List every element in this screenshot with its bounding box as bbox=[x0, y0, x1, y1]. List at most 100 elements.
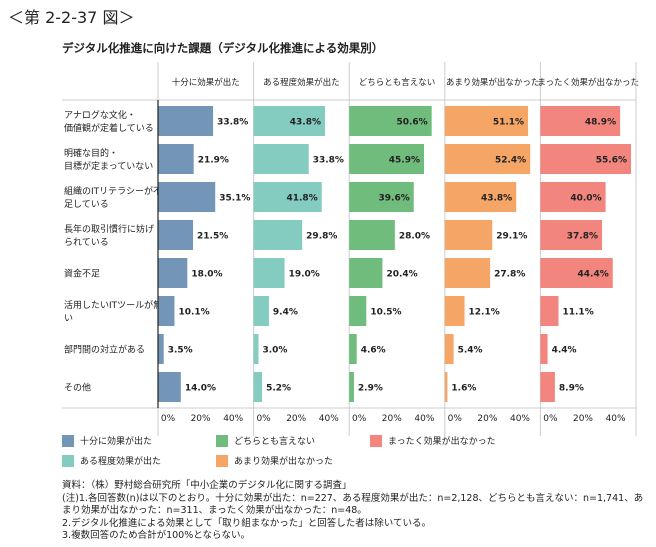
bar bbox=[349, 220, 395, 250]
data-label: 19.0% bbox=[289, 270, 320, 280]
data-label: 55.6% bbox=[596, 156, 627, 166]
x-tick-label: 0% bbox=[543, 414, 558, 424]
x-tick-label: 40% bbox=[319, 414, 339, 424]
x-tick-label: 0% bbox=[352, 414, 367, 424]
bar bbox=[444, 220, 493, 250]
bar bbox=[540, 334, 548, 364]
x-tick-label: 20% bbox=[382, 414, 402, 424]
notes: 資料：（株）野村総合研究所「中小企業のデジタル化に関する調査」 (注)1.各回答… bbox=[62, 480, 652, 543]
data-label: 21.9% bbox=[198, 156, 229, 166]
data-label: 8.9% bbox=[559, 384, 584, 394]
legend-swatch bbox=[216, 454, 228, 467]
data-label: 1.6% bbox=[451, 384, 476, 394]
data-label: 27.8% bbox=[494, 270, 525, 280]
data-label: 3.5% bbox=[168, 346, 193, 356]
bar bbox=[444, 372, 448, 402]
data-label: 44.4% bbox=[578, 270, 609, 280]
category-label: 部門間の対立がある bbox=[64, 344, 145, 356]
data-label: 41.8% bbox=[286, 194, 317, 204]
bar bbox=[253, 144, 309, 174]
legend-item: 十分に効果が出た bbox=[62, 434, 152, 447]
data-label: 50.6% bbox=[396, 118, 427, 128]
legend-label: ある程度効果が出た bbox=[80, 457, 162, 467]
bar bbox=[349, 258, 383, 288]
data-label: 4.4% bbox=[552, 346, 577, 356]
data-label: 29.1% bbox=[496, 232, 527, 242]
data-label: 5.4% bbox=[458, 346, 483, 356]
x-tick-label: 40% bbox=[223, 414, 243, 424]
data-label: 10.5% bbox=[370, 308, 401, 318]
data-label: 33.8% bbox=[313, 156, 344, 166]
figure-label: ＜第 2-2-37 図＞ bbox=[8, 8, 135, 27]
category-label: アナログな文化・ bbox=[64, 109, 136, 121]
bar bbox=[349, 296, 367, 326]
bar bbox=[158, 106, 214, 136]
panel-header: ある程度効果が出た bbox=[263, 77, 340, 88]
bar bbox=[540, 220, 603, 250]
legend-item: ある程度効果が出た bbox=[62, 454, 161, 467]
category-label: 組織のITリテラシーが不 bbox=[64, 185, 162, 197]
data-label: 9.4% bbox=[273, 308, 298, 318]
x-tick-label: 20% bbox=[477, 414, 497, 424]
data-label: 14.0% bbox=[185, 384, 216, 394]
data-label: 52.4% bbox=[495, 156, 526, 166]
data-label: 11.1% bbox=[562, 308, 593, 318]
bar bbox=[158, 258, 188, 288]
legend-item: あまり効果が出なかった bbox=[216, 454, 333, 467]
x-tick-label: 20% bbox=[573, 414, 593, 424]
category-label: い bbox=[64, 314, 73, 324]
source-note: 資料：（株）野村総合研究所「中小企業のデジタル化に関する調査」 bbox=[62, 480, 352, 491]
data-label: 10.1% bbox=[178, 308, 209, 318]
data-label: 5.2% bbox=[266, 384, 291, 394]
category-label: その他 bbox=[64, 382, 91, 394]
bar bbox=[540, 372, 555, 402]
bar bbox=[253, 182, 322, 212]
bar bbox=[444, 296, 465, 326]
data-label: 43.8% bbox=[481, 194, 512, 204]
legend-swatch bbox=[62, 434, 74, 447]
bar bbox=[158, 296, 175, 326]
data-label: 3.0% bbox=[262, 346, 287, 356]
bar bbox=[444, 334, 454, 364]
data-label: 2.9% bbox=[358, 384, 383, 394]
bar bbox=[158, 334, 164, 364]
data-label: 18.0% bbox=[191, 270, 222, 280]
category-label: 長年の取引慣行に妨げ bbox=[64, 223, 154, 235]
data-label: 51.1% bbox=[493, 118, 524, 128]
bar bbox=[349, 144, 425, 174]
legend-label: どちらとも言えない bbox=[234, 437, 316, 447]
category-label: 足している bbox=[64, 199, 109, 210]
category-label: 資金不足 bbox=[64, 268, 100, 280]
data-label: 21.5% bbox=[197, 232, 228, 242]
legend-swatch bbox=[216, 434, 228, 447]
legend-swatch bbox=[370, 434, 382, 447]
bar bbox=[540, 258, 613, 288]
note-3: 3.複数回答のため合計が100%とならない。 bbox=[62, 530, 250, 542]
bar bbox=[540, 144, 632, 174]
note-1: (注)1.各回答数(n)は以下のとおり。十分に効果が出た：n=227、ある程度効… bbox=[62, 492, 644, 517]
data-label: 33.8% bbox=[217, 118, 248, 128]
data-label: 39.6% bbox=[379, 194, 410, 204]
x-tick-label: 0% bbox=[256, 414, 271, 424]
bar bbox=[540, 182, 606, 212]
note-2: 2.デジタル化推進による効果として「取り組まなかった」と回答した者は除いている。 bbox=[62, 517, 432, 529]
data-label: 35.1% bbox=[219, 194, 250, 204]
legend-label: あまり効果が出なかった bbox=[234, 457, 334, 467]
bar bbox=[349, 182, 414, 212]
data-label: 28.0% bbox=[399, 232, 430, 242]
bar bbox=[349, 334, 357, 364]
bar bbox=[253, 296, 269, 326]
data-label: 4.6% bbox=[361, 346, 386, 356]
x-tick-label: 40% bbox=[510, 414, 530, 424]
data-label: 20.4% bbox=[386, 270, 417, 280]
bar bbox=[158, 144, 194, 174]
data-label: 48.9% bbox=[585, 118, 616, 128]
category-label: 価値観が定着している bbox=[64, 122, 154, 134]
legend-label: 十分に効果が出た bbox=[80, 437, 153, 447]
data-label: 40.0% bbox=[570, 194, 601, 204]
panel-header: あまり効果が出なかった bbox=[446, 77, 540, 88]
chart-title: デジタル化推進に向けた課題（デジタル化推進による効果別） bbox=[62, 41, 384, 55]
bar bbox=[253, 106, 325, 136]
